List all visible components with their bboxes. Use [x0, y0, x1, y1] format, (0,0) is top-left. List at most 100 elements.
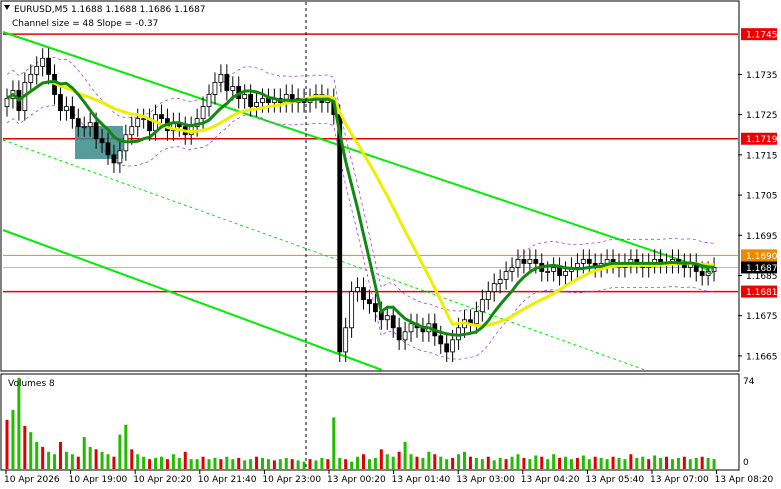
volume-bar — [183, 451, 187, 469]
price-label: 1.1719 — [746, 135, 778, 145]
volume-bar — [391, 456, 395, 469]
price-label: 1.1665 — [746, 352, 778, 362]
symbol-header: EURUSD,M5 1.1688 1.1688 1.1686 1.1687 — [14, 5, 206, 15]
volume-bar — [189, 459, 193, 469]
candle-body — [438, 335, 444, 345]
candle-body — [58, 94, 63, 111]
volume-bar — [564, 456, 568, 469]
candle-body — [408, 323, 414, 333]
candle-body — [224, 73, 230, 91]
volume-bar — [474, 457, 478, 469]
candle-body — [93, 122, 99, 140]
candle-body — [99, 138, 105, 144]
volume-bar — [611, 456, 615, 469]
highlight-box — [75, 126, 123, 159]
time-label: 10 Apr 20:20 — [133, 475, 192, 485]
volume-bar — [302, 461, 306, 469]
volume-bar — [367, 459, 371, 469]
volume-bar — [64, 451, 68, 469]
price-label-box — [741, 132, 777, 145]
volume-bar — [439, 456, 443, 469]
volume-bar — [219, 459, 223, 469]
volume-bar — [243, 460, 247, 469]
volume-bar — [397, 451, 401, 469]
volume-bar — [142, 456, 146, 469]
candle-body — [343, 327, 349, 353]
time-label: 13 Apr 00:20 — [327, 475, 386, 485]
volume-bar — [29, 432, 33, 469]
volume-bar — [653, 455, 657, 469]
candle-body — [64, 106, 69, 111]
candle-body — [444, 343, 450, 353]
volume-bar — [546, 459, 550, 469]
volume-bar — [552, 454, 556, 469]
volume-bar — [308, 459, 312, 469]
volume-bar — [296, 460, 300, 469]
volume-bar — [421, 457, 425, 469]
volume-bar — [712, 459, 716, 469]
volume-bar — [575, 457, 579, 469]
volume-bar — [356, 456, 360, 469]
volume-bar — [130, 449, 134, 469]
volume-bar — [249, 459, 253, 469]
volume-bar — [255, 456, 259, 469]
volume-bar — [225, 456, 229, 469]
price-label: 1.1745 — [746, 31, 778, 41]
price-label: 1.1705 — [746, 192, 778, 202]
price-label: 1.1685 — [746, 272, 778, 282]
volume-bar — [100, 451, 104, 469]
volume-bar — [504, 459, 508, 469]
volume-bar — [415, 456, 419, 469]
volume-bar — [480, 459, 484, 469]
volume-bar — [605, 459, 609, 469]
volume-bar — [670, 459, 674, 469]
volume-bar — [266, 459, 270, 469]
fast-moving-average-line — [6, 79, 715, 337]
candle-body — [28, 73, 34, 83]
volume-bar — [593, 456, 597, 469]
volume-bar — [558, 457, 562, 469]
time-label: 13 Apr 03:00 — [456, 475, 515, 485]
volume-bar — [53, 454, 57, 469]
volume-bar — [41, 446, 45, 469]
volume-bar — [213, 457, 217, 469]
dropdown-triangle-icon[interactable] — [4, 5, 10, 10]
candle-body — [491, 283, 497, 292]
price-label: 1.1735 — [746, 71, 778, 81]
candle-body — [699, 271, 705, 276]
candle-body — [230, 86, 236, 91]
volume-bar — [468, 456, 472, 469]
main-plot-frame — [0, 0, 740, 372]
candle-body — [206, 94, 212, 107]
candle-body — [473, 311, 479, 325]
volume-bar — [201, 456, 205, 469]
candle-body — [34, 65, 40, 75]
candle-body — [355, 287, 360, 292]
candle-body — [586, 258, 592, 264]
volume-bar — [534, 455, 538, 469]
volume-bar — [623, 459, 627, 469]
price-label: 1.1715 — [746, 151, 778, 161]
candle-body — [337, 114, 343, 353]
volume-plot-frame — [0, 373, 740, 471]
volume-bar — [362, 454, 365, 469]
price-label: 1.1690 — [746, 252, 778, 262]
volume-bar — [231, 459, 235, 469]
indicator-header: Channel size = 48 Slope = -0.37 — [12, 19, 158, 29]
volume-bar — [112, 456, 116, 469]
volume-bar — [260, 457, 264, 469]
candle-body — [159, 114, 164, 120]
volume-bar — [332, 417, 336, 469]
candle-body — [396, 327, 402, 341]
candle-body — [390, 315, 396, 329]
candle-body — [545, 271, 551, 273]
time-label: 13 Apr 01:40 — [392, 475, 451, 485]
candle-body — [551, 267, 557, 272]
volume-bar — [326, 459, 330, 469]
candle-body — [509, 267, 515, 272]
volume-bar — [641, 456, 645, 469]
candle-body — [527, 258, 533, 264]
volume-bar — [177, 457, 181, 469]
volume-bar — [427, 451, 431, 469]
